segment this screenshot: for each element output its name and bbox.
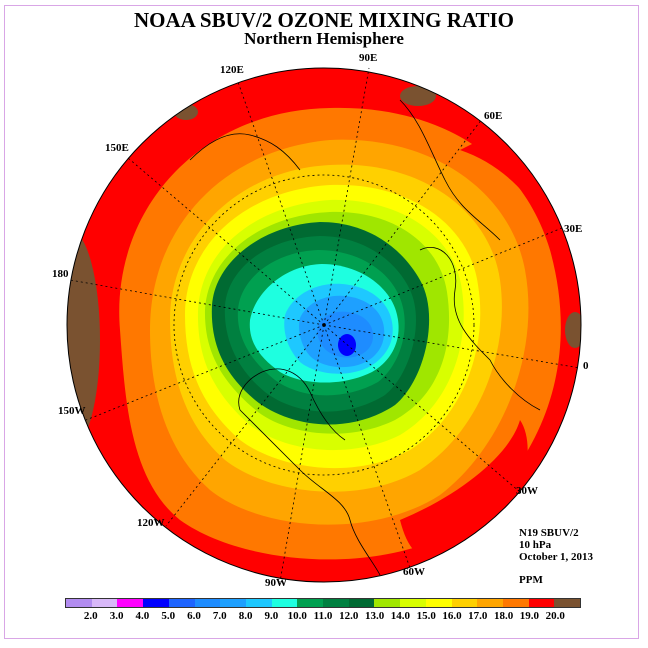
lon-label-0: 0 [583,360,589,372]
satellite-label: N19 SBUV/2 [519,527,579,539]
colorbar-swatch [451,599,478,607]
ozone-field [67,68,581,582]
colorbar-swatch [143,599,169,607]
colorbar-swatch [528,599,555,607]
graticule [69,67,581,583]
lon-label-150w: 150W [58,405,86,417]
colorbar-tick-label: 5.0 [161,610,176,622]
lon-label-60e: 60E [484,110,503,122]
colorbar-swatch [323,599,349,607]
lon-label-30e: 30E [564,223,583,235]
lon-label-120e: 120E [220,64,244,76]
date-label: October 1, 2013 [519,551,594,563]
lon-label-90e: 90E [359,52,378,64]
colorbar-tick-label: 12.0 [339,610,359,622]
colorbar-tick-label: 13.0 [364,610,385,622]
colorbar-tick-label: 3.0 [109,610,124,622]
colorbar [65,598,581,608]
colorbar-swatch [194,599,221,607]
colorbar-tick-label: 8.0 [238,610,253,622]
map-subtitle: Northern Hemisphere [244,29,404,48]
colorbar-tick-label: 4.0 [135,610,150,622]
lon-label-180: 180 [52,268,69,280]
colorbar-labels: 2.0 3.0 4.0 5.0 6.0 7.0 8.0 9.0 10.0 11.0 12.0 13.0… [0,610,648,624]
lon-label-30w: 30W [516,485,538,497]
lon-label-120w: 120W [137,517,165,529]
colorbar-tick-label: 19.0 [519,610,540,622]
lon-label-60w: 60W [403,566,425,578]
colorbar-tick-label: 9.0 [264,610,279,622]
colorbar-tick-label: 16.0 [442,610,462,622]
pressure-level-label: 10 hPa [519,539,552,551]
colorbar-swatch [554,599,581,607]
colorbar-swatch [91,599,118,607]
colorbar-swatch [400,599,426,607]
colorbar-swatch [117,599,144,607]
map-boundary [66,67,582,583]
colorbar-swatch [245,599,272,607]
colorbar-tick-label: 7.0 [212,610,227,622]
map-title: NOAA SBUV/2 OZONE MIXING RATIO [134,8,514,32]
info-block: N19 SBUV/2 10 hPa October 1, 2013 [519,527,593,563]
colorbar-tick-label: 15.0 [416,610,436,622]
colorbar-swatch [502,599,529,607]
plot-frame [4,5,639,639]
colorbar-swatch [66,599,92,607]
colorbar-tick-label: 17.0 [468,610,488,622]
colorbar-tick-label: 11.0 [313,610,333,622]
colorbar-swatch [425,599,452,607]
colorbar-tick-label: 6.0 [187,610,201,622]
lon-label-150e: 150E [105,142,129,154]
units-label: PPM [519,574,543,586]
colorbar-tick-label: 14.0 [390,610,411,622]
colorbar-tick-label: 18.0 [493,610,514,622]
colorbar-swatch [271,599,298,607]
colorbar-swatch [477,599,503,607]
colorbar-swatch [220,599,246,607]
colorbar-tick-label: 10.0 [287,610,307,622]
colorbar-tick-label: 2.0 [83,610,98,622]
colorbar-swatch [297,599,324,607]
colorbar-swatch [348,599,375,607]
coastlines [189,99,541,576]
lon-label-90w: 90W [265,577,287,589]
colorbar-swatch [168,599,195,607]
colorbar-swatch [374,599,401,607]
colorbar-tick-label: 20.0 [545,610,565,622]
